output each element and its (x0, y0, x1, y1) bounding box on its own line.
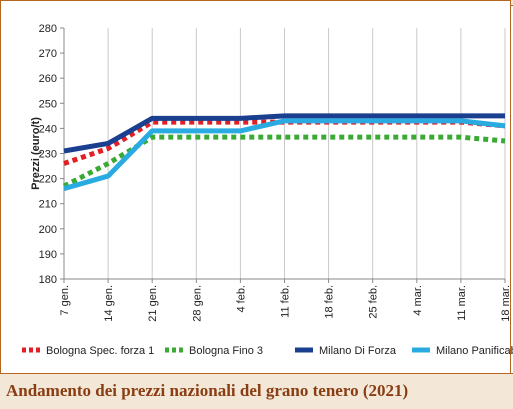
y-tick-label: 220 (39, 174, 57, 186)
y-tick-label: 190 (39, 249, 57, 261)
x-tick-label: 11 feb. (280, 285, 292, 318)
y-axis-label: Prezzi (euro/t) (30, 117, 42, 190)
x-tick-label: 14 gen. (103, 285, 115, 322)
y-tick-label: 250 (39, 98, 57, 110)
series-line (63, 113, 505, 154)
x-tick-label: 28 gen. (191, 285, 203, 322)
x-tick-label: 7 gen. (59, 285, 71, 316)
x-tick-label: 25 feb. (368, 285, 380, 319)
legend-layer: Bologna Spec. forza 1 Bologna Fino 3 Milan… (22, 345, 513, 357)
y-tick-label: 270 (39, 48, 57, 60)
axis-layer (60, 27, 506, 283)
figure-caption-bar: Andamento dei prezzi nazionali del grano… (0, 373, 513, 409)
y-tick-label: 230 (39, 149, 57, 161)
y-tick-label: 280 (39, 23, 57, 35)
legend-label: Milano Di Forza (319, 345, 397, 357)
legend-label: Bologna Fino 3 (189, 345, 263, 357)
x-tick-label: 11 mar. (456, 285, 468, 321)
x-tick-label: 4 mar. (412, 285, 424, 316)
y-tick-label: 210 (39, 199, 57, 211)
x-tick-label: 21 gen. (147, 285, 159, 322)
y-tick-label: 180 (39, 274, 57, 286)
y-tick-label: 200 (39, 224, 57, 236)
x-tick-label: 4 feb. (235, 285, 247, 313)
figure-caption: Andamento dei prezzi nazionali del grano… (6, 381, 409, 400)
legend-label: Milano Panificabile (436, 345, 513, 357)
x-tick-label: 18 feb. (324, 285, 336, 319)
y-tick-label: 260 (39, 73, 57, 85)
x-tick-label: 18 mar. (500, 285, 512, 322)
series-layer (62, 113, 506, 192)
series-line (63, 118, 506, 192)
legend-label: Bologna Spec. forza 1 (46, 345, 154, 357)
y-tick-label: 240 (39, 123, 57, 135)
label-layer: 180 190 200 210 220 230 240 250 260 270 280 7 gen. 1… (30, 23, 512, 322)
